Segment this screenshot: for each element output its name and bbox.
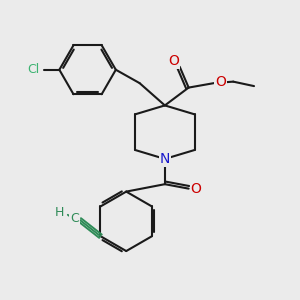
Text: O: O [190, 182, 202, 196]
Text: O: O [168, 54, 179, 68]
Text: N: N [160, 152, 170, 166]
Text: O: O [215, 75, 226, 88]
Text: C: C [70, 212, 79, 225]
Text: Cl: Cl [27, 63, 39, 76]
Text: H: H [55, 206, 64, 219]
